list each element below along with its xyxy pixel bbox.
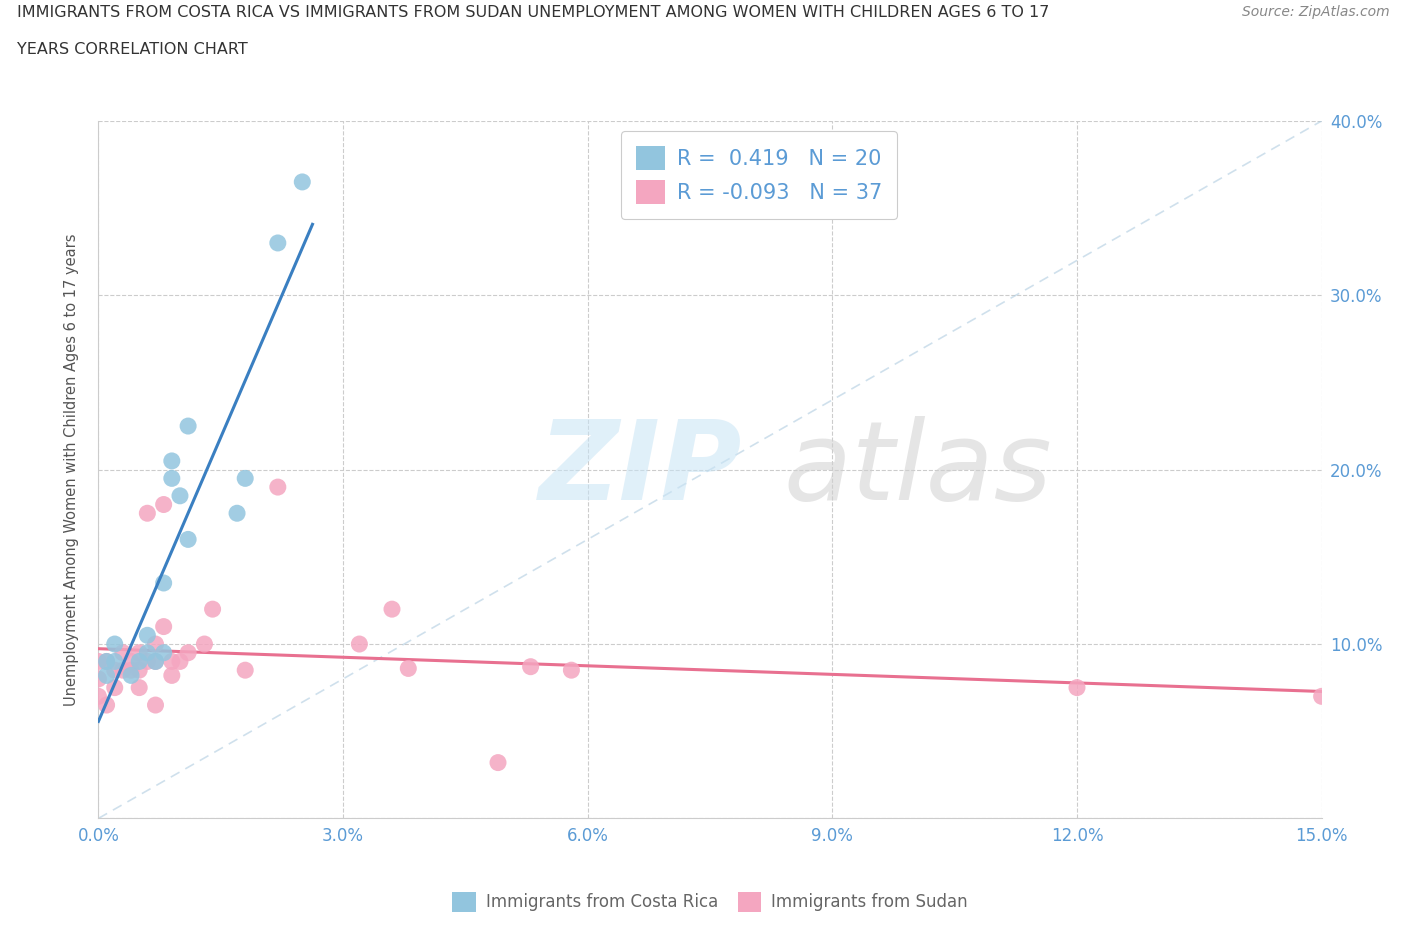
Point: [169, 488, 191, 503]
Point: [128, 663, 150, 678]
Point: [87, 689, 110, 704]
Point: [120, 654, 142, 669]
Text: Source: ZipAtlas.com: Source: ZipAtlas.com: [1241, 5, 1389, 19]
Point: [104, 663, 127, 678]
Point: [169, 654, 191, 669]
Point: [136, 628, 159, 643]
Point: [160, 454, 183, 469]
Point: [349, 637, 371, 652]
Point: [128, 654, 150, 669]
Point: [152, 619, 174, 634]
Point: [111, 645, 134, 660]
Point: [160, 668, 183, 683]
Point: [160, 654, 183, 669]
Point: [104, 654, 127, 669]
Point: [267, 480, 290, 495]
Point: [104, 680, 127, 695]
Point: [152, 645, 174, 660]
Point: [152, 576, 174, 591]
Point: [486, 755, 509, 770]
Point: [136, 654, 159, 669]
Point: [111, 663, 134, 678]
Point: [381, 602, 404, 617]
Point: [145, 654, 167, 669]
Point: [1310, 689, 1333, 704]
Point: [1066, 680, 1088, 695]
Point: [267, 235, 290, 250]
Point: [560, 663, 582, 678]
Point: [291, 175, 314, 190]
Point: [152, 498, 174, 512]
Text: ZIP: ZIP: [538, 416, 742, 524]
Point: [233, 471, 256, 485]
Text: IMMIGRANTS FROM COSTA RICA VS IMMIGRANTS FROM SUDAN UNEMPLOYMENT AMONG WOMEN WIT: IMMIGRANTS FROM COSTA RICA VS IMMIGRANTS…: [17, 5, 1049, 20]
Point: [145, 698, 167, 712]
Point: [128, 645, 150, 660]
Point: [136, 645, 159, 660]
Point: [201, 602, 224, 617]
Text: YEARS CORRELATION CHART: YEARS CORRELATION CHART: [17, 42, 247, 57]
Y-axis label: Unemployment Among Women with Children Ages 6 to 17 years: Unemployment Among Women with Children A…: [65, 233, 79, 706]
Point: [160, 471, 183, 485]
Point: [87, 654, 110, 669]
Point: [96, 698, 118, 712]
Point: [396, 661, 419, 676]
Point: [177, 418, 200, 433]
Point: [136, 506, 159, 521]
Point: [177, 645, 200, 660]
Point: [145, 637, 167, 652]
Point: [120, 663, 142, 678]
Point: [226, 506, 249, 521]
Point: [104, 637, 127, 652]
Text: atlas: atlas: [783, 416, 1052, 524]
Point: [519, 659, 541, 674]
Point: [145, 654, 167, 669]
Point: [87, 671, 110, 686]
Legend: Immigrants from Costa Rica, Immigrants from Sudan: Immigrants from Costa Rica, Immigrants f…: [446, 885, 974, 918]
Point: [193, 637, 215, 652]
Point: [177, 532, 200, 547]
Point: [120, 668, 142, 683]
Point: [96, 654, 118, 669]
Point: [96, 654, 118, 669]
Point: [233, 663, 256, 678]
Point: [96, 668, 118, 683]
Point: [128, 680, 150, 695]
